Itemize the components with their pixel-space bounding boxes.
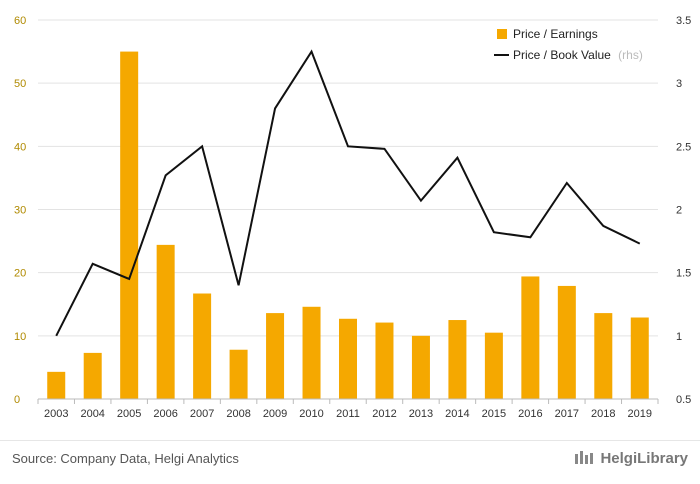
y-left-tick-label: 0 <box>14 394 20 406</box>
brand-name: HelgiLibrary <box>600 450 688 467</box>
x-tick-label: 2016 <box>518 408 542 420</box>
x-tick-label: 2013 <box>409 408 433 420</box>
x-tick-label: 2018 <box>591 408 615 420</box>
y-right-tick-label: 3.5 <box>676 15 691 27</box>
y-right-tick-label: 2 <box>676 205 682 217</box>
x-tick-label: 2019 <box>628 408 652 420</box>
bar-2004 <box>84 353 102 399</box>
y-right-tick-label: 3 <box>676 78 682 90</box>
y-left-tick-label: 40 <box>14 141 26 153</box>
legend: Price / Earnings Price / Book Value (rhs… <box>494 27 643 62</box>
bar-2011 <box>339 319 357 399</box>
y-left-tick-label: 10 <box>14 331 26 343</box>
bar-2009 <box>266 313 284 399</box>
x-tick-label: 2015 <box>482 408 506 420</box>
bar-2005 <box>120 52 138 399</box>
x-tick-label: 2009 <box>263 408 287 420</box>
legend-label-pbv-suffix: (rhs) <box>618 48 643 62</box>
y-left-tick-label: 60 <box>14 15 26 27</box>
x-tick-label: 2010 <box>299 408 323 420</box>
bar-2019 <box>631 318 649 399</box>
x-tick-label: 2003 <box>44 408 68 420</box>
footer: Source: Company Data, Helgi Analytics He… <box>0 440 700 484</box>
bar-2006 <box>157 245 175 399</box>
library-icon <box>574 450 596 464</box>
bar-2003 <box>47 372 65 399</box>
y-left-tick-label: 20 <box>14 268 26 280</box>
legend-label-pbv-name: Price / Book Value <box>513 48 611 62</box>
source-note: Source: Company Data, Helgi Analytics <box>12 451 239 466</box>
x-tick-label: 2006 <box>153 408 177 420</box>
bar-2013 <box>412 336 430 399</box>
x-tick-label: 2012 <box>372 408 396 420</box>
x-tick-label: 2008 <box>226 408 250 420</box>
bar-2014 <box>448 320 466 399</box>
x-tick-label: 2004 <box>80 408 104 420</box>
legend-label-pe: Price / Earnings <box>513 27 598 41</box>
bar-2010 <box>303 307 321 399</box>
legend-swatch-pe <box>497 29 507 39</box>
bar-2016 <box>521 276 539 399</box>
y-right-tick-label: 2.5 <box>676 141 691 153</box>
brand-logo: HelgiLibrary <box>574 450 688 467</box>
bar-series <box>47 52 649 399</box>
y-right-tick-label: 0.5 <box>676 394 691 406</box>
bar-2012 <box>375 323 393 399</box>
y-right-tick-label: 1 <box>676 331 682 343</box>
bar-2008 <box>230 350 248 399</box>
pbv-line <box>56 52 640 336</box>
x-tick-label: 2011 <box>336 408 360 420</box>
legend-label-pbv: Price / Book Value (rhs) <box>513 48 643 62</box>
y-left-tick-label: 50 <box>14 78 26 90</box>
x-axis: 2003 2004 2005 2006 2007 2008 2009 2010 2011 2012… <box>38 399 658 420</box>
line-series <box>56 51 640 335</box>
x-tick-label: 2005 <box>117 408 141 420</box>
y-axis-left: 0 10 20 30 40 50 60 <box>14 15 26 406</box>
bar-2018 <box>594 313 612 399</box>
bar-2015 <box>485 333 503 399</box>
x-tick-label: 2014 <box>445 408 469 420</box>
x-tick-label: 2017 <box>555 408 579 420</box>
bar-2007 <box>193 294 211 399</box>
x-tick-label: 2007 <box>190 408 214 420</box>
bar-2017 <box>558 286 576 399</box>
y-axis-right: 0.5 1 1.5 2 2.5 3 3.5 <box>676 15 691 406</box>
y-right-tick-label: 1.5 <box>676 268 691 280</box>
y-left-tick-label: 30 <box>14 205 26 217</box>
